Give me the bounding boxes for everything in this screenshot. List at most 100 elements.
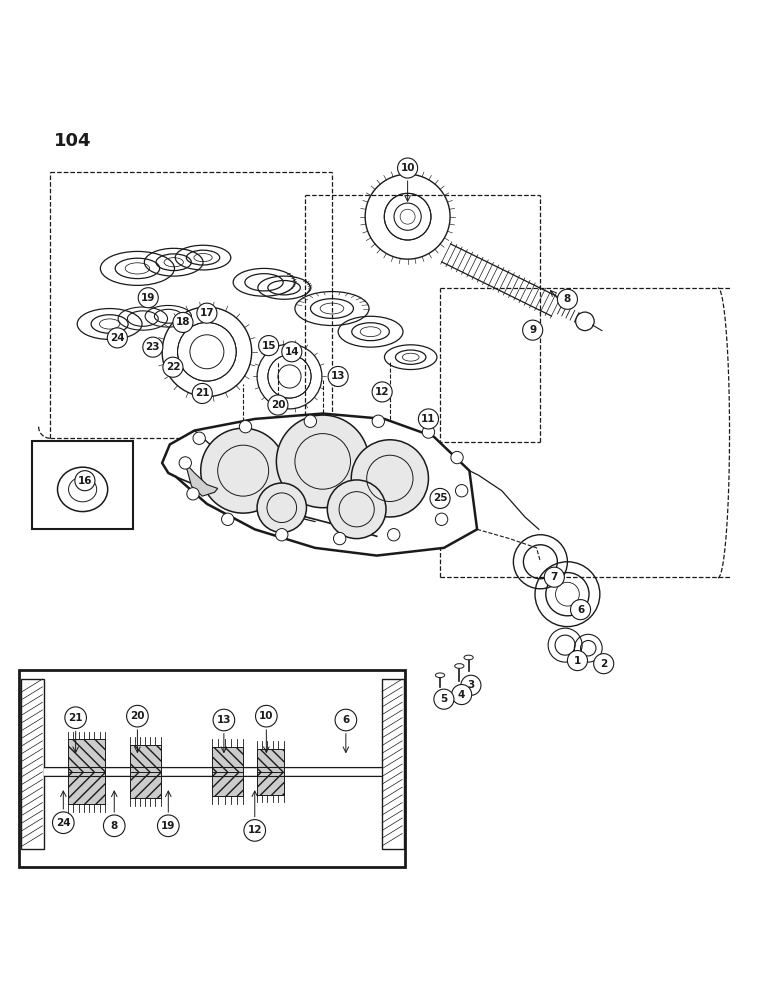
- Circle shape: [372, 415, 384, 427]
- Text: 15: 15: [262, 341, 276, 351]
- Text: 6: 6: [342, 715, 350, 725]
- Circle shape: [567, 651, 587, 671]
- Text: 12: 12: [375, 387, 389, 397]
- Bar: [19, 670, 405, 867]
- Text: 13: 13: [217, 715, 231, 725]
- Circle shape: [282, 342, 302, 362]
- Circle shape: [398, 158, 418, 178]
- Circle shape: [256, 705, 277, 727]
- Polygon shape: [185, 463, 218, 496]
- Circle shape: [328, 366, 348, 387]
- Text: 22: 22: [166, 362, 180, 372]
- Ellipse shape: [257, 483, 306, 532]
- Bar: [130, 745, 161, 772]
- Text: 9: 9: [529, 325, 537, 335]
- Circle shape: [594, 654, 614, 674]
- Bar: [256, 772, 283, 795]
- Circle shape: [193, 432, 205, 444]
- Polygon shape: [162, 414, 477, 556]
- Circle shape: [544, 567, 564, 587]
- Text: 7: 7: [550, 572, 558, 582]
- Circle shape: [75, 471, 95, 491]
- Bar: [68, 739, 105, 772]
- Text: 2: 2: [600, 659, 608, 669]
- Circle shape: [222, 513, 234, 525]
- Circle shape: [107, 328, 127, 348]
- Bar: [382, 679, 404, 849]
- Ellipse shape: [276, 415, 369, 508]
- Text: 24: 24: [56, 818, 70, 828]
- Circle shape: [197, 303, 217, 323]
- Text: 16: 16: [78, 476, 92, 486]
- Bar: [21, 679, 44, 849]
- Circle shape: [452, 685, 472, 705]
- Circle shape: [335, 709, 357, 731]
- Circle shape: [127, 705, 148, 727]
- Circle shape: [430, 488, 450, 508]
- Text: 3: 3: [467, 680, 475, 690]
- Circle shape: [418, 409, 438, 429]
- Circle shape: [173, 312, 193, 332]
- Text: 6: 6: [577, 605, 584, 615]
- Text: 23: 23: [146, 342, 160, 352]
- Circle shape: [163, 357, 183, 377]
- Text: 21: 21: [195, 388, 209, 398]
- Circle shape: [434, 689, 454, 709]
- Bar: [212, 747, 243, 772]
- Text: 19: 19: [141, 293, 155, 303]
- Circle shape: [157, 815, 179, 837]
- Text: 1: 1: [574, 656, 581, 666]
- Circle shape: [52, 812, 74, 834]
- Circle shape: [103, 815, 125, 837]
- Ellipse shape: [201, 428, 286, 513]
- Ellipse shape: [435, 673, 445, 678]
- Text: 13: 13: [331, 371, 345, 381]
- Circle shape: [455, 485, 468, 497]
- Circle shape: [187, 488, 199, 500]
- Circle shape: [192, 383, 212, 403]
- Circle shape: [422, 426, 435, 438]
- Circle shape: [557, 289, 577, 309]
- Text: 14: 14: [285, 347, 299, 357]
- Ellipse shape: [327, 480, 386, 539]
- Text: 19: 19: [161, 821, 175, 831]
- Bar: [130, 772, 161, 798]
- Text: 8: 8: [564, 294, 571, 304]
- Circle shape: [388, 529, 400, 541]
- Circle shape: [259, 336, 279, 356]
- Text: 20: 20: [271, 400, 285, 410]
- Text: 4: 4: [458, 690, 466, 700]
- Text: 10: 10: [259, 711, 273, 721]
- Text: 21: 21: [69, 713, 83, 723]
- Circle shape: [461, 675, 481, 695]
- Bar: [256, 749, 283, 772]
- Circle shape: [239, 420, 252, 433]
- Circle shape: [138, 288, 158, 308]
- Text: 12: 12: [248, 825, 262, 835]
- Circle shape: [571, 600, 591, 620]
- Circle shape: [65, 707, 86, 729]
- Circle shape: [334, 532, 346, 545]
- Text: 11: 11: [422, 414, 435, 424]
- Bar: [212, 772, 243, 796]
- Circle shape: [213, 709, 235, 731]
- Circle shape: [276, 529, 288, 541]
- Text: 8: 8: [110, 821, 118, 831]
- Circle shape: [268, 395, 288, 415]
- Text: 10: 10: [401, 163, 415, 173]
- Text: 20: 20: [130, 711, 144, 721]
- Circle shape: [451, 451, 463, 464]
- Ellipse shape: [351, 440, 428, 517]
- Circle shape: [179, 457, 191, 469]
- Circle shape: [435, 513, 448, 525]
- Circle shape: [523, 320, 543, 340]
- Ellipse shape: [464, 655, 473, 660]
- Circle shape: [143, 337, 163, 357]
- Ellipse shape: [455, 664, 464, 668]
- Text: 5: 5: [440, 694, 448, 704]
- Circle shape: [244, 820, 266, 841]
- Bar: [68, 772, 105, 804]
- Bar: [32, 441, 133, 529]
- Circle shape: [576, 312, 594, 331]
- Text: 104: 104: [54, 132, 92, 150]
